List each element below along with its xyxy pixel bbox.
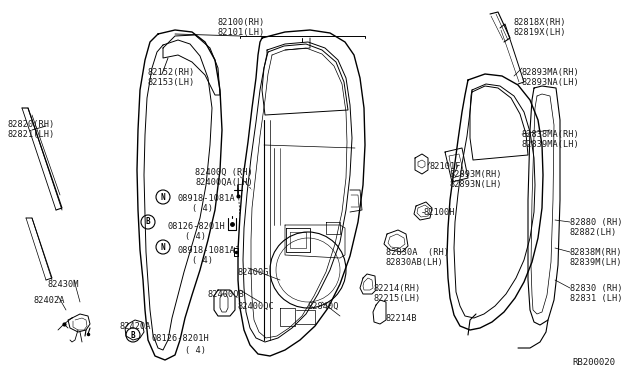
Text: N: N (161, 243, 165, 251)
Text: 82840Q: 82840Q (308, 302, 339, 311)
Text: 82400QC: 82400QC (238, 302, 275, 311)
Text: 82100(RH): 82100(RH) (218, 18, 265, 27)
Text: N: N (161, 192, 165, 202)
Text: 82100H: 82100H (424, 208, 456, 217)
Text: 82400Q (RH): 82400Q (RH) (195, 168, 253, 177)
Text: B: B (146, 218, 150, 227)
Text: 82152(RH): 82152(RH) (148, 68, 195, 77)
Text: ( 4): ( 4) (192, 256, 213, 265)
Text: 82838MA(RH): 82838MA(RH) (522, 130, 580, 139)
Text: 82101F: 82101F (430, 162, 461, 171)
Text: RB200020: RB200020 (572, 358, 615, 367)
Text: 82420A: 82420A (120, 322, 152, 331)
Text: 08918-1081A: 08918-1081A (178, 194, 236, 203)
Text: 08126-8201H: 08126-8201H (152, 334, 210, 343)
Text: 82893NA(LH): 82893NA(LH) (522, 78, 580, 87)
Text: 82838M(RH): 82838M(RH) (570, 248, 623, 257)
Text: 82893MA(RH): 82893MA(RH) (522, 68, 580, 77)
Text: ( 4): ( 4) (185, 232, 206, 241)
Text: 82880 (RH): 82880 (RH) (570, 218, 623, 227)
Text: ( 4): ( 4) (192, 204, 213, 213)
Text: 82830AB(LH): 82830AB(LH) (386, 258, 444, 267)
Text: B: B (131, 330, 135, 340)
Text: 82400QB: 82400QB (208, 290, 244, 299)
Text: 82818X(RH): 82818X(RH) (514, 18, 566, 27)
Text: 82214(RH): 82214(RH) (374, 284, 421, 293)
Text: 08126-8201H: 08126-8201H (168, 222, 226, 231)
Text: 82839M(LH): 82839M(LH) (570, 258, 623, 267)
Text: 82893M(RH): 82893M(RH) (449, 170, 502, 179)
Text: 82821(LH): 82821(LH) (8, 130, 55, 139)
Text: 82101(LH): 82101(LH) (218, 28, 265, 37)
Text: 82400G: 82400G (238, 268, 269, 277)
Text: 82820(RH): 82820(RH) (8, 120, 55, 129)
Text: 82215(LH): 82215(LH) (374, 294, 421, 303)
Text: 82153(LH): 82153(LH) (148, 78, 195, 87)
Text: 82402A: 82402A (33, 296, 65, 305)
Text: 82430M: 82430M (48, 280, 79, 289)
Text: 82830 (RH): 82830 (RH) (570, 284, 623, 293)
Text: 82893N(LH): 82893N(LH) (449, 180, 502, 189)
Text: 82400QA(LH): 82400QA(LH) (195, 178, 253, 187)
Text: 82819X(LH): 82819X(LH) (514, 28, 566, 37)
Text: 82839MA(LH): 82839MA(LH) (522, 140, 580, 149)
Text: ( 4): ( 4) (185, 346, 206, 355)
Text: 82882(LH): 82882(LH) (570, 228, 617, 237)
Text: 08918-1081A: 08918-1081A (178, 246, 236, 255)
Text: 82214B: 82214B (386, 314, 417, 323)
Text: 82830A  (RH): 82830A (RH) (386, 248, 449, 257)
Text: 82831 (LH): 82831 (LH) (570, 294, 623, 303)
